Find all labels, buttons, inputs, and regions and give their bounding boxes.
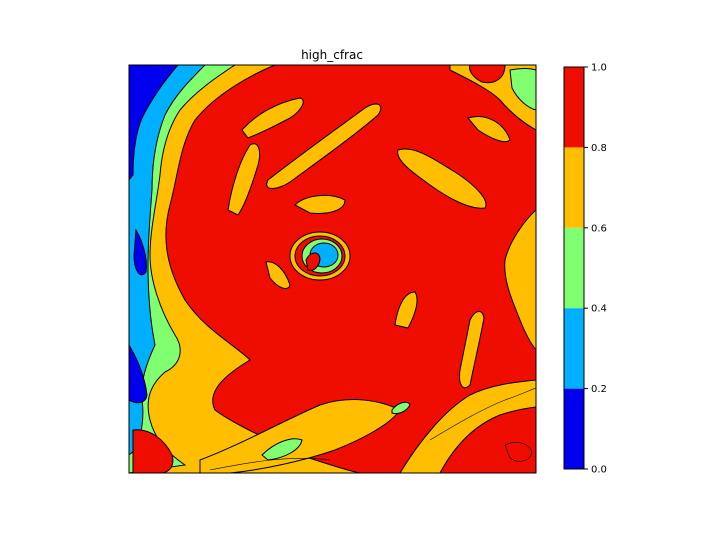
band-orange-streak-5 [467,116,511,143]
band-orange-patch-left [265,261,291,289]
band-orange-patch-upper-center [294,194,346,214]
band-orange-streak-4 [397,148,487,209]
band-green-left-arm [129,65,236,473]
band-orange-patch-lower-center [394,291,418,329]
colorbar-tick-label: 0.0 [591,465,607,476]
band-orange-right-arm [504,209,536,351]
colorbar-band-0 [564,388,584,469]
colorbar-tick-label: 0.4 [591,304,607,315]
colorbar-tick-label: 1.0 [591,63,607,74]
band-orange-streak-1 [266,103,382,189]
colorbar-tick-label: 0.2 [591,384,607,395]
band-blue-left-lobe [129,344,148,404]
colorbar-tick-label: 0.8 [591,143,607,154]
colorbar-band-1 [564,308,584,389]
colorbar-band-3 [564,147,584,228]
band-blue-left-arm [129,65,179,181]
band-blue-left-lobe-2 [133,228,147,276]
band-orange-streak-2 [227,143,261,216]
band-green-top-right [509,68,536,111]
coastline [209,387,536,471]
eye-red-hook [305,252,321,271]
colorbar-band-4 [564,67,584,148]
band-orange-streak-3 [241,97,304,139]
colorbar: 0.0 0.2 0.4 0.6 0.8 1.0 [563,63,607,476]
band-green-bottom-2 [391,401,411,415]
chart-title: high_cfrac [301,48,363,62]
band-red-bottom-right [439,406,536,473]
colorbar-band-2 [564,227,584,309]
colorbar-tick-label: 0.6 [591,223,607,234]
plot-frame [128,64,537,474]
band-orange-right-streak [459,311,485,389]
colorbar-frame [563,66,585,470]
band-red-top-right [469,65,506,84]
band-green-bottom [261,438,303,461]
contour-map [129,65,536,473]
